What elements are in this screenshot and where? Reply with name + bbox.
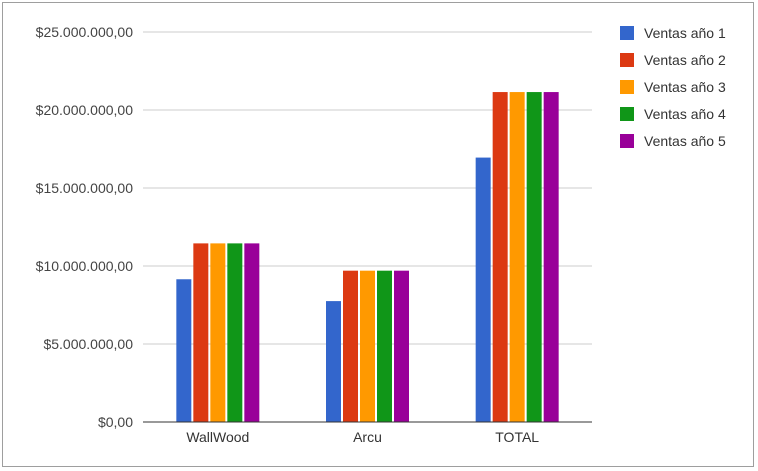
bar — [509, 92, 525, 422]
bar — [526, 92, 542, 422]
bar — [176, 279, 192, 422]
legend-swatch — [620, 107, 634, 121]
y-tick-label: $20.000.000,00 — [36, 102, 134, 118]
bar — [193, 243, 209, 422]
x-tick-label: WallWood — [186, 429, 249, 445]
bar — [244, 243, 260, 422]
bar — [394, 270, 409, 422]
legend-label: Ventas año 5 — [644, 133, 726, 149]
legend-label: Ventas año 1 — [644, 25, 726, 41]
y-tick-label: $0,00 — [98, 414, 133, 430]
bar — [492, 92, 508, 422]
legend-swatch — [620, 26, 634, 40]
y-tick-label: $5.000.000,00 — [43, 336, 133, 352]
x-axis-categories: WallWood Arcu TOTAL — [186, 429, 539, 445]
bar — [227, 243, 243, 422]
y-axis-ticks: $0,00 $5.000.000,00 $10.000.000,00 $15.000.… — [36, 24, 134, 430]
bar — [326, 301, 341, 422]
bar — [343, 270, 358, 422]
legend-swatch — [620, 80, 634, 94]
legend: Ventas año 1 Ventas año 2 Ventas año 3 Vent… — [620, 25, 726, 149]
bar — [475, 157, 491, 422]
legend-label: Ventas año 3 — [644, 79, 726, 95]
bar — [360, 270, 375, 422]
y-tick-label: $25.000.000,00 — [36, 24, 134, 40]
bars — [176, 92, 559, 422]
y-tick-label: $15.000.000,00 — [36, 180, 134, 196]
bar — [543, 92, 559, 422]
legend-label: Ventas año 2 — [644, 52, 726, 68]
x-tick-label: TOTAL — [495, 429, 539, 445]
legend-swatch — [620, 53, 634, 67]
x-tick-label: Arcu — [353, 429, 382, 445]
legend-label: Ventas año 4 — [644, 106, 726, 122]
legend-swatch — [620, 134, 634, 148]
y-tick-label: $10.000.000,00 — [36, 258, 134, 274]
bar — [210, 243, 226, 422]
bar — [377, 270, 392, 422]
